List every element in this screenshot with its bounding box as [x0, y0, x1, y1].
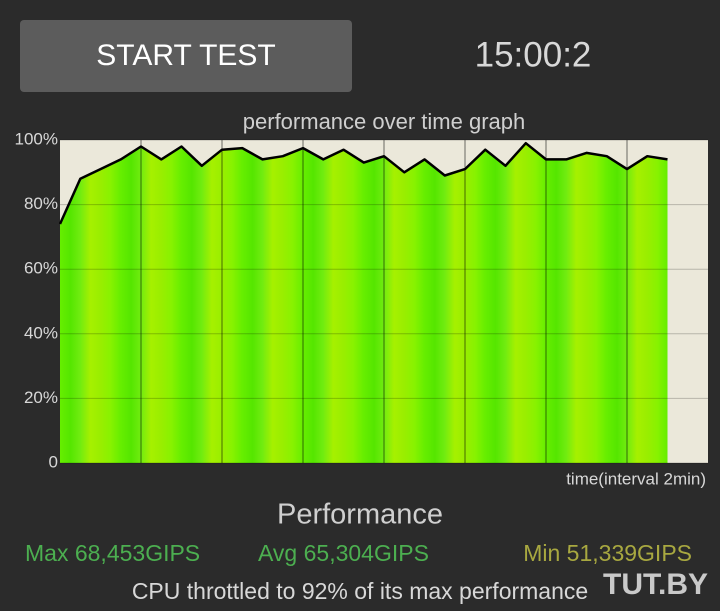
chart-title: performance over time graph — [243, 109, 525, 134]
y-tick-label: 100% — [15, 129, 58, 148]
start-button[interactable] — [20, 20, 352, 92]
y-tick-label: 80% — [24, 194, 58, 213]
y-tick-label: 0 — [49, 452, 58, 471]
x-axis-label: time(interval 2min) — [566, 469, 706, 488]
y-tick-label: 60% — [24, 259, 58, 278]
avg-stat: Avg 65,304GIPS — [258, 540, 429, 566]
y-tick-label: 20% — [24, 388, 58, 407]
min-stat: Min 51,339GIPS — [523, 540, 692, 566]
plot — [58, 139, 708, 464]
y-tick-label: 40% — [24, 323, 58, 342]
timer: 15:00:2 — [475, 35, 592, 74]
watermark: TUT.BY — [603, 568, 708, 601]
performance-area — [60, 143, 668, 463]
button-label[interactable]: START TEST — [96, 39, 276, 72]
performance-title: Performance — [277, 499, 443, 531]
max-stat: Max 68,453GIPS — [25, 540, 200, 566]
throttle-summary: CPU throttled to 92% of its max performa… — [132, 578, 588, 604]
performance-line — [58, 141, 668, 225]
